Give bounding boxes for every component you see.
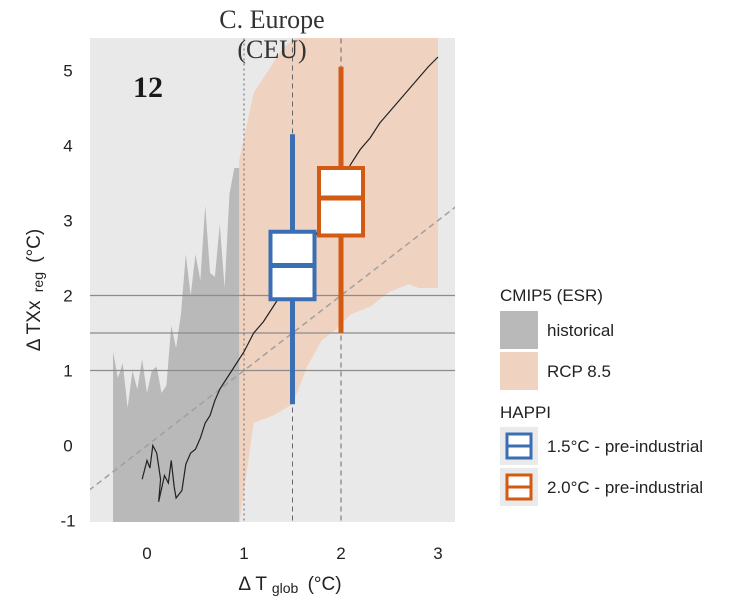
boxplot-box (317, 166, 365, 238)
chart-subtitle: (CEU) (237, 35, 306, 64)
y-tick-label: 5 (63, 62, 72, 81)
one-to-one-line (90, 206, 455, 491)
boxplot-15 (268, 134, 317, 405)
historical-envelope (113, 168, 240, 522)
y-tick-label: 2 (63, 287, 72, 306)
y-axis-label: Δ TXx reg (°C) (24, 229, 48, 351)
y-axis-label-main: Δ TXx (24, 300, 45, 351)
legend-rcp-swatch (500, 352, 538, 390)
y-axis-label-sub: reg (30, 272, 46, 292)
x-axis-label: Δ T glob (°C) (238, 574, 341, 598)
y-tick-label: 1 (63, 362, 72, 381)
chart-title: C. Europe (219, 5, 324, 34)
x-axis-label-sub: glob (272, 580, 299, 596)
legend-historical-swatch (500, 311, 538, 349)
y-tick-label: 0 (63, 437, 72, 456)
x-tick-label: 3 (433, 544, 442, 563)
legend-historical-label: historical (547, 321, 614, 340)
boxplot-20 (317, 66, 365, 333)
plot-layer (90, 38, 455, 522)
legend-box20-label: 2.0°C - pre-industrial (547, 478, 703, 497)
y-axis-label-unit: (°C) (24, 229, 45, 263)
x-tick-label: 1 (239, 544, 248, 563)
y-tick-label: 4 (63, 137, 72, 156)
x-tick-label: 2 (336, 544, 345, 563)
y-tick-label: -1 (60, 512, 75, 531)
y-tick-label: 3 (63, 212, 72, 231)
multi-model-mean-line (141, 56, 439, 502)
x-axis-label-main: Δ T (238, 574, 267, 595)
legend: CMIP5 (ESR) historical RCP 8.5 HAPPI 1.5… (500, 286, 703, 506)
x-axis-label-unit: (°C) (308, 574, 342, 595)
legend-cmip-title: CMIP5 (ESR) (500, 286, 603, 305)
panel-number: 12 (133, 71, 163, 104)
x-tick-label: 0 (142, 544, 151, 563)
legend-box15-label: 1.5°C - pre-industrial (547, 437, 703, 456)
legend-rcp-label: RCP 8.5 (547, 362, 611, 381)
legend-happi-title: HAPPI (500, 403, 551, 422)
